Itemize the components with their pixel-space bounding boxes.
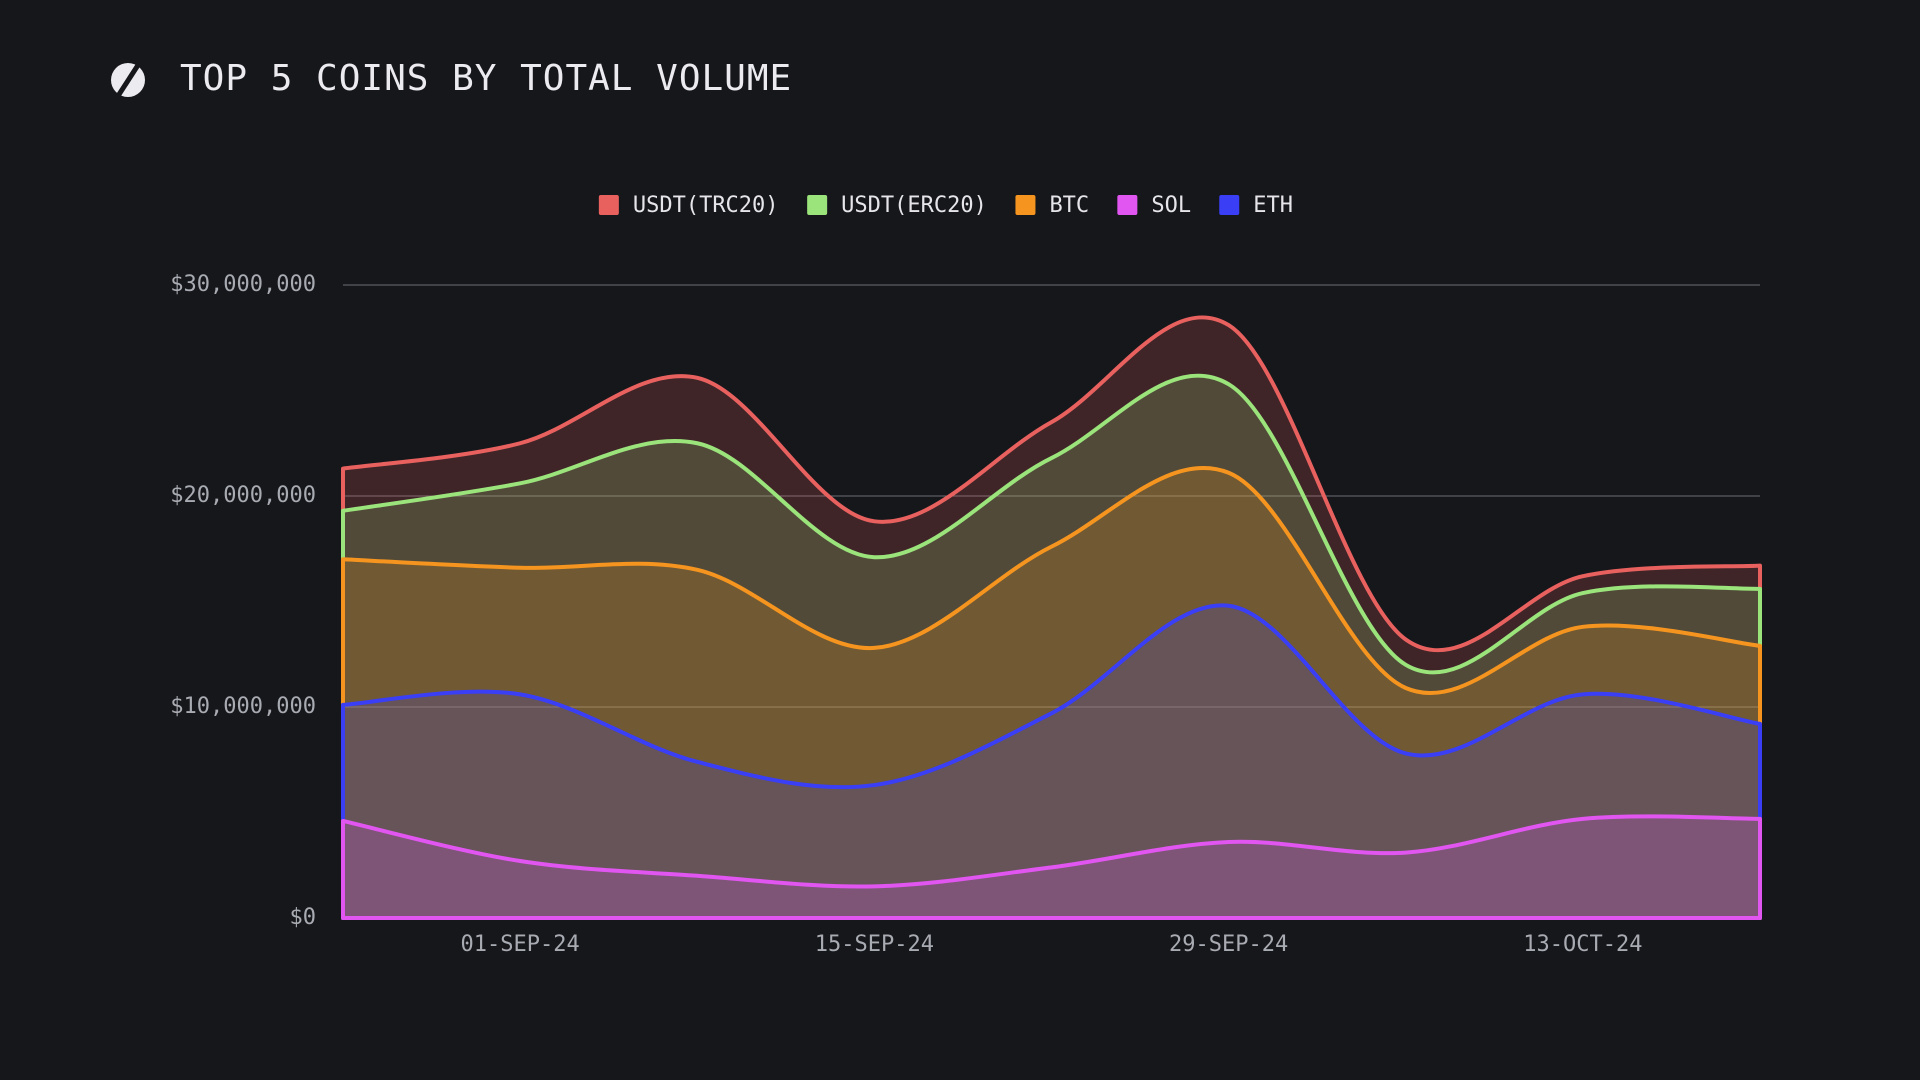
y-tick-label: $20,000,000 bbox=[170, 483, 316, 508]
legend-swatch bbox=[1117, 195, 1138, 215]
y-tick-label: $10,000,000 bbox=[170, 694, 316, 719]
x-tick-label: 15-SEP-24 bbox=[815, 932, 934, 957]
legend-label: BTC bbox=[1049, 193, 1089, 218]
area bbox=[341, 315, 1762, 920]
legend-swatch bbox=[807, 195, 828, 215]
area bbox=[341, 373, 1762, 920]
x-tick-label: 29-SEP-24 bbox=[1169, 932, 1288, 957]
area bbox=[341, 603, 1762, 920]
chart-title: TOP 5 COINS BY TOTAL VOLUME bbox=[180, 58, 792, 99]
area bbox=[341, 814, 1762, 920]
legend-swatch bbox=[1015, 195, 1036, 215]
area bbox=[341, 465, 1762, 920]
x-tick-label: 13-OCT-24 bbox=[1523, 932, 1642, 957]
legend-label: SOL bbox=[1151, 193, 1191, 218]
x-tick-label: 01-SEP-24 bbox=[461, 932, 580, 957]
legend-label: USDT(TRC20) bbox=[633, 193, 779, 218]
legend-swatch bbox=[598, 195, 619, 215]
y-tick-label: $30,000,000 bbox=[170, 272, 316, 297]
logo bbox=[111, 60, 145, 98]
y-tick-label: $0 bbox=[290, 905, 317, 930]
legend-label: USDT(ERC20) bbox=[841, 193, 987, 218]
legend-swatch bbox=[1219, 195, 1240, 215]
legend-label: ETH bbox=[1253, 193, 1293, 218]
